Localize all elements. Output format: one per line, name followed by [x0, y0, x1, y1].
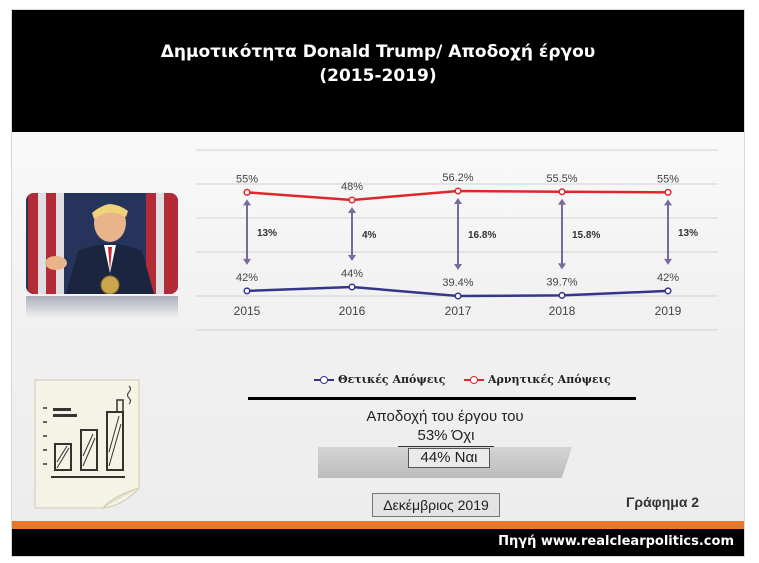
gap-label-2015: 13%	[257, 228, 277, 239]
gap-arrow-up-2017	[454, 198, 462, 204]
legend-divider	[248, 397, 636, 400]
notebook-chart-icon	[34, 379, 140, 509]
point-negative-2017	[454, 187, 462, 195]
approval-yes-value: 44% Ναι	[408, 448, 490, 468]
data-label-positive-2019: 42%	[657, 272, 679, 284]
gap-label-2017: 16.8%	[468, 230, 496, 241]
gap-arrow-up-2018	[558, 198, 566, 205]
gap-arrow-up-2019	[664, 199, 672, 206]
speaker-photo-reflection	[26, 296, 178, 318]
gap-arrow-down-2019	[664, 258, 672, 265]
date-label: Δεκέμβριος 2019	[372, 493, 500, 517]
footer-accent-bar	[12, 521, 744, 529]
gap-arrow-up-2016	[348, 207, 356, 213]
x-tick-label-2019: 2019	[655, 304, 682, 318]
x-tick-label-2018: 2018	[549, 304, 576, 318]
speaker-photo	[26, 193, 178, 294]
x-tick-label-2016: 2016	[339, 304, 366, 318]
data-label-negative-2017: 56.2%	[442, 172, 473, 184]
legend-label-negative: Αρνητικές Απόψεις	[488, 373, 611, 386]
legend-label-positive: Θετικές Απόψεις	[338, 373, 446, 386]
x-tick-label-2015: 2015	[234, 304, 261, 318]
speaker-photo-illustration	[26, 193, 178, 294]
gap-arrow-down-2016	[348, 255, 356, 261]
data-label-negative-2019: 55%	[657, 173, 679, 185]
legend-item-positive: Θετικές Απόψεις	[314, 373, 445, 386]
gap-label-2019: 13%	[678, 228, 698, 239]
legend-item-negative: Αρνητικές Απόψεις	[464, 373, 611, 386]
chart-subtitle: (2015-2019)	[319, 66, 437, 86]
data-label-negative-2015: 55%	[236, 173, 258, 185]
source-text: Πηγή www.realclearpolitics.com	[498, 534, 734, 549]
data-label-negative-2016: 48%	[341, 181, 363, 193]
data-label-negative-2018: 55.5%	[546, 173, 577, 185]
data-label-positive-2018: 39.7%	[546, 276, 577, 288]
point-positive-2017	[454, 292, 462, 300]
point-positive-2016	[348, 283, 356, 291]
point-negative-2016	[348, 196, 356, 204]
point-positive-2018	[558, 291, 566, 299]
point-positive-2019	[664, 287, 672, 295]
chart-legend: Θετικές Απόψεις Αρνητικές Απόψεις	[314, 373, 644, 389]
approval-title: Αποδοχή του έργου του	[366, 408, 524, 425]
x-tick-label-2017: 2017	[445, 304, 472, 318]
approval-divider	[398, 446, 494, 447]
gap-arrow-up-2015	[243, 199, 251, 206]
gap-label-2016: 4%	[362, 230, 377, 241]
point-negative-2019	[664, 188, 672, 196]
data-label-positive-2015: 42%	[236, 272, 258, 284]
data-label-positive-2016: 44%	[341, 268, 363, 280]
approval-no-value: 53% Όχι	[417, 427, 475, 444]
gap-arrow-down-2015	[243, 258, 251, 265]
gap-arrow-down-2018	[558, 263, 566, 270]
point-negative-2015	[243, 188, 251, 196]
figure-label: Γράφημα 2	[626, 494, 700, 510]
gap-label-2018: 15.8%	[572, 230, 600, 241]
gap-arrow-down-2017	[454, 264, 462, 270]
footer-bar: Πηγή www.realclearpolitics.com	[12, 529, 744, 556]
data-label-positive-2017: 39.4%	[442, 277, 473, 289]
chart-title: Δημοτικότητα Donald Trump/ Αποδοχή έργου	[160, 42, 596, 62]
point-positive-2015	[243, 287, 251, 295]
point-negative-2018	[558, 188, 566, 196]
header-banner: Δημοτικότητα Donald Trump/ Αποδοχή έργου…	[12, 10, 744, 132]
legend-swatch-negative	[464, 376, 484, 384]
legend-swatch-positive	[314, 376, 334, 384]
